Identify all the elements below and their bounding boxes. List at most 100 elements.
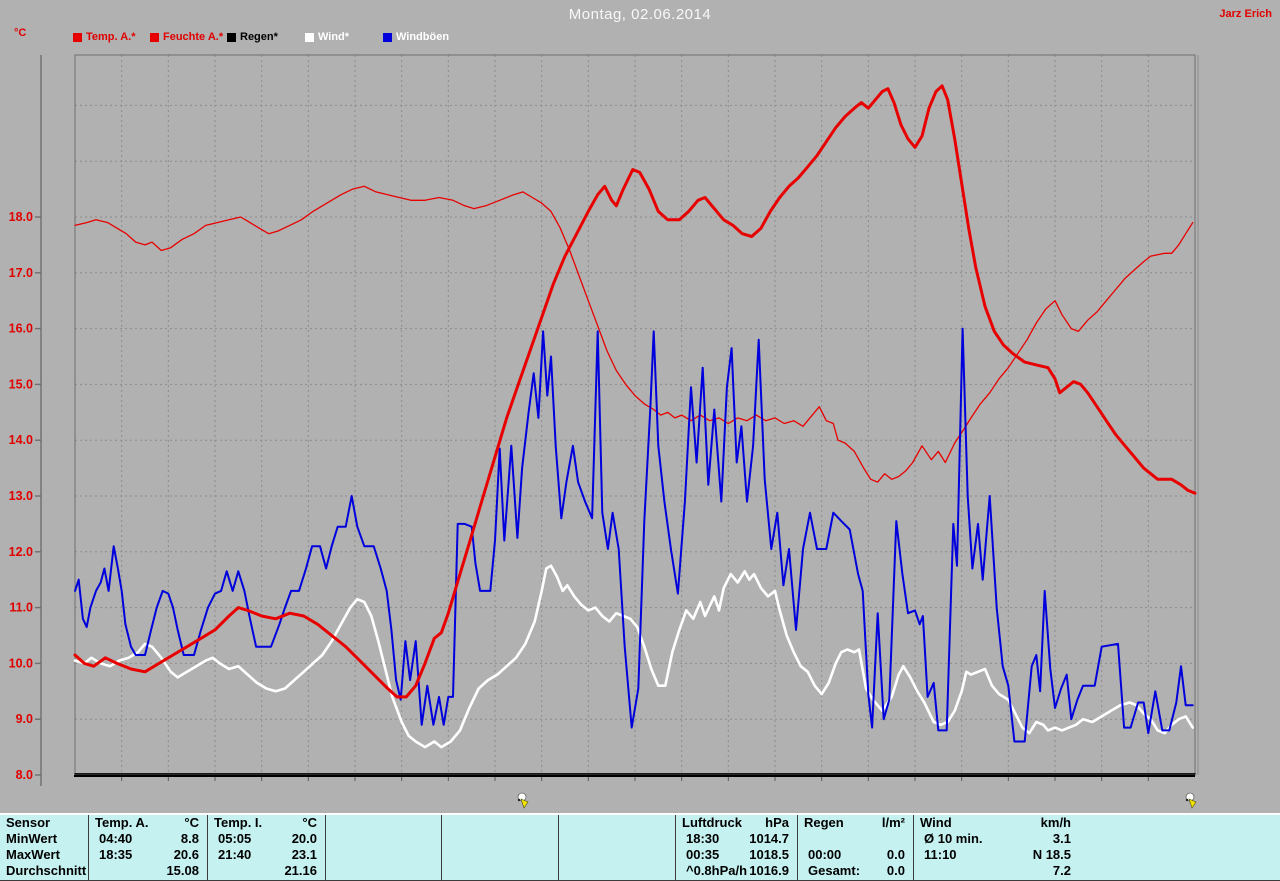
- legend-swatch-icon: [383, 33, 392, 42]
- stats-cell-time: 18:35: [99, 847, 133, 862]
- stats-cell-time: Ø 10 min.: [924, 831, 983, 846]
- legend-swatch-icon: [305, 33, 314, 42]
- temp-a-line: [73, 84, 1197, 699]
- stats-cell-time: 04:40: [99, 831, 133, 846]
- stats-cell-time: 00:35: [686, 847, 720, 862]
- page-title: Montag, 02.06.2014: [568, 6, 712, 23]
- stats-cell-value: 1014.7: [749, 831, 789, 846]
- stats-col-unit: km/h: [1040, 815, 1071, 830]
- stats-cell-time: 21:40: [218, 847, 252, 862]
- stats-col-header: [559, 815, 565, 831]
- legend-swatch-icon: [227, 33, 236, 42]
- stats-cell-value: 23.1: [291, 847, 317, 862]
- stats-cell-time: [442, 863, 452, 879]
- stats-column-luftdruck: Luftdruck hPa 18:30 1014.7 00:35 1018.5 ^0.8hP…: [675, 815, 797, 880]
- y-axis-tick-label: 12.0: [9, 545, 33, 559]
- stats-cell-value: 21.16: [284, 863, 317, 878]
- stats-row-label: MinWert: [6, 831, 58, 846]
- stats-cell-time: ^0.8hPa/h: [686, 863, 748, 878]
- y-axis-tick-label: 15.0: [9, 377, 33, 391]
- stats-cell-value: [905, 831, 913, 847]
- legend-item-1[interactable]: Temp. A.*: [73, 31, 136, 44]
- stats-cell-value: 7.2: [1052, 863, 1071, 878]
- legend-item-4[interactable]: Wind*: [305, 31, 349, 44]
- stats-col-header: Wind: [920, 815, 952, 830]
- stats-cell-time: 00:00: [808, 847, 842, 862]
- stats-cell-value: 20.6: [173, 847, 199, 862]
- stats-column-empty-3: [441, 815, 558, 880]
- stats-col-header: [442, 815, 448, 831]
- legend-item-5[interactable]: Windböen: [383, 31, 449, 44]
- stats-cell-value: [550, 847, 558, 863]
- stats-cell-value: [667, 831, 675, 847]
- stats-col-header: [326, 815, 332, 831]
- author-label: Jarz Erich: [1219, 8, 1272, 20]
- y-axis-tick-label: 17.0: [9, 266, 33, 280]
- stats-cell-value: [433, 831, 441, 847]
- stats-cell-time: [89, 863, 99, 879]
- stats-cell-value: 0.0: [886, 847, 905, 862]
- legend-label: Regen*: [240, 31, 278, 43]
- y-axis-tick-label: 16.0: [9, 322, 33, 336]
- y-axis-tick-label: 10.0: [9, 656, 33, 670]
- stats-col-header: Regen: [804, 815, 844, 830]
- stats-cell-value: 15.08: [166, 863, 199, 878]
- stats-cell-time: [442, 831, 452, 847]
- y-axis-tick-label: 18.0: [9, 210, 33, 224]
- stats-col-unit: l/m²: [881, 815, 905, 830]
- stats-cell-time: [914, 863, 924, 879]
- stats-column-empty-2: [325, 815, 441, 880]
- stats-cell-value: [433, 847, 441, 863]
- stats-cell-time: [559, 831, 569, 847]
- stats-col-header: Luftdruck: [682, 815, 742, 830]
- stats-col-unit: [550, 815, 558, 831]
- stats-cell-value: 8.8: [180, 831, 199, 846]
- stats-cell-time: [559, 863, 569, 879]
- stats-cell-value: [550, 863, 558, 879]
- legend-swatch-icon: [73, 33, 82, 42]
- legend-label: Feuchte A.*: [163, 31, 224, 43]
- stats-cell-value: [667, 863, 675, 879]
- stats-table: Sensor MinWert MaxWert Durchschnitt Temp. A.…: [0, 813, 1280, 881]
- stats-cell-time: [326, 831, 336, 847]
- stats-col-header: Temp. I.: [214, 815, 263, 830]
- stats-cell-value: [433, 863, 441, 879]
- legend-item-3[interactable]: Regen*: [227, 31, 278, 44]
- stats-cell-value: N 18.5: [1032, 847, 1071, 862]
- stats-cell-time: [208, 863, 218, 879]
- stats-cell-value: 20.0: [291, 831, 317, 846]
- sun-marker-left: [517, 792, 529, 809]
- stats-cell-time: [442, 847, 452, 863]
- windboeen-line: [74, 327, 1194, 743]
- stats-cell-time: [326, 863, 336, 879]
- weather-chart[interactable]: 8.0 9.0 10.0 11.0 12.0 13.0 14.0 15.0 16.0 17.0 18…: [0, 0, 1280, 812]
- stats-cell-time: [559, 847, 569, 863]
- chart-legend: Temp. A.* Feuchte A.* Regen* Wind* Windböen: [0, 31, 1280, 45]
- legend-label: Windböen: [396, 31, 450, 43]
- y-axis-tick-label: 8.0: [16, 768, 33, 782]
- stats-label-column: Sensor MinWert MaxWert Durchschnitt: [0, 815, 88, 880]
- y-axis-unit-label: °C: [14, 27, 27, 39]
- stats-col-unit: °C: [184, 815, 199, 830]
- stats-col-unit: [433, 815, 441, 831]
- stats-cell-time: Gesamt:: [808, 863, 861, 878]
- stats-col-unit: hPa: [765, 815, 789, 830]
- stats-cell-value: 1016.9: [749, 863, 789, 878]
- y-axis-tick-label: 9.0: [16, 712, 33, 726]
- legend-item-2[interactable]: Feuchte A.*: [150, 31, 223, 44]
- y-axis-tick-label: 11.0: [9, 601, 33, 615]
- stats-cell-value: 0.0: [886, 863, 905, 878]
- stats-cell-value: [550, 831, 558, 847]
- stats-col-unit: °C: [302, 815, 317, 830]
- legend-label: Temp. A.*: [86, 31, 136, 43]
- legend-label: Wind*: [318, 31, 350, 43]
- y-axis-tick-label: 13.0: [9, 489, 33, 503]
- sun-marker-right: [1185, 792, 1197, 809]
- stats-cell-time: 11:10: [924, 847, 957, 862]
- stats-col-unit: [667, 815, 675, 831]
- stats-column-wind: Wind km/h Ø 10 min. 3.1 11:10 N 18.5 7.2: [913, 815, 1280, 880]
- stats-cell-value: 1018.5: [749, 847, 789, 862]
- stats-row-label: Durchschnitt: [6, 863, 87, 878]
- stats-column-empty-4: [558, 815, 675, 880]
